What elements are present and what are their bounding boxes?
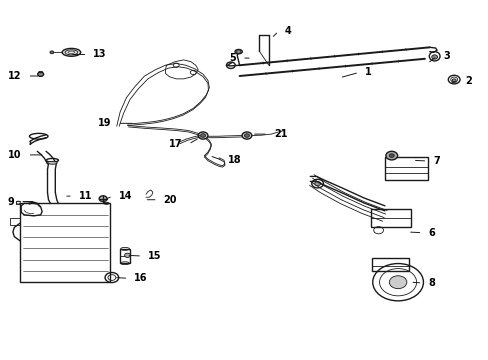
Text: 19: 19: [98, 118, 112, 128]
Circle shape: [99, 196, 107, 202]
Text: 3: 3: [442, 51, 449, 61]
Text: 15: 15: [148, 251, 161, 261]
Text: 13: 13: [93, 49, 106, 59]
Bar: [371, 258, 408, 271]
Text: 12: 12: [8, 71, 21, 81]
Circle shape: [388, 154, 393, 157]
Circle shape: [236, 50, 241, 53]
Text: 4: 4: [284, 26, 291, 36]
Text: 8: 8: [427, 278, 434, 288]
Text: 7: 7: [432, 156, 439, 166]
Text: 21: 21: [273, 129, 286, 139]
Bar: [120, 249, 130, 263]
Text: 5: 5: [229, 53, 236, 63]
Circle shape: [242, 132, 251, 139]
Text: 11: 11: [79, 191, 92, 201]
Ellipse shape: [62, 48, 81, 56]
Bar: [20, 203, 110, 282]
Circle shape: [451, 79, 455, 82]
Circle shape: [431, 55, 437, 59]
Ellipse shape: [47, 161, 57, 164]
Text: 10: 10: [8, 150, 21, 160]
Text: 2: 2: [464, 76, 471, 86]
Circle shape: [198, 132, 207, 139]
Bar: [370, 210, 410, 226]
Circle shape: [314, 181, 320, 186]
Circle shape: [38, 72, 43, 76]
Circle shape: [124, 253, 130, 257]
Text: 18: 18: [228, 155, 242, 165]
Circle shape: [200, 134, 205, 137]
Circle shape: [388, 276, 406, 289]
Text: 16: 16: [134, 273, 147, 283]
Text: 1: 1: [364, 67, 371, 77]
Text: 6: 6: [427, 228, 434, 238]
Text: 17: 17: [169, 139, 182, 149]
Circle shape: [244, 134, 249, 137]
Text: 20: 20: [163, 195, 177, 205]
Bar: [384, 157, 427, 180]
Circle shape: [385, 151, 397, 160]
Text: 9: 9: [8, 197, 14, 207]
Text: 14: 14: [119, 191, 132, 201]
Circle shape: [50, 51, 54, 54]
